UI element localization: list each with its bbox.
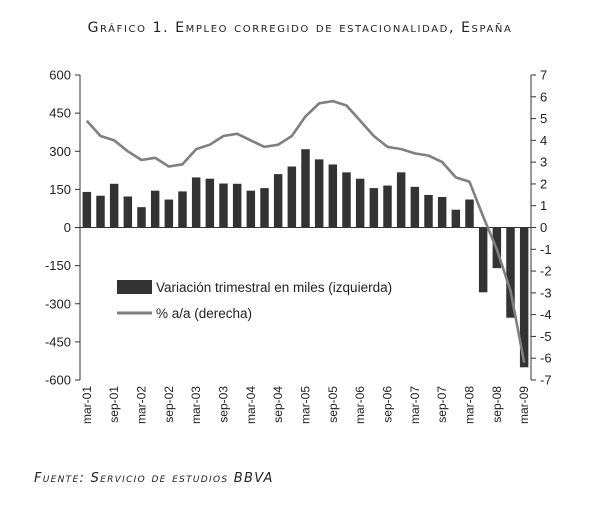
right-tick-label: 0 (540, 220, 547, 235)
line-path (85, 99, 526, 363)
x-tick-label: sep-01 (107, 386, 121, 423)
legend-line-label: % a/a (derecha) (156, 306, 252, 321)
bar (437, 197, 447, 228)
bar (383, 185, 392, 228)
x-tick-label: sep-05 (326, 386, 340, 423)
x-tick-label: sep-08 (490, 386, 504, 423)
x-tick-label: sep-06 (381, 386, 395, 423)
left-tick-label: 600 (49, 68, 71, 83)
bar (410, 186, 420, 228)
bar (301, 149, 310, 228)
right-tick-label: -6 (540, 351, 552, 366)
right-tick-label: -5 (540, 329, 552, 344)
bar (314, 159, 324, 228)
bar (369, 188, 379, 228)
bar (396, 172, 406, 228)
bar (82, 191, 92, 228)
left-tick-label: -300 (45, 296, 71, 311)
bar (178, 191, 187, 228)
bar (150, 190, 160, 228)
right-tick-label: -2 (540, 264, 552, 279)
right-tick-label: 4 (540, 133, 547, 148)
left-tick-label: -150 (45, 258, 71, 273)
bar (506, 227, 515, 318)
left-tick-label: 300 (49, 144, 71, 159)
legend: Variación trimestral en miles (izquierda… (117, 280, 392, 321)
bar (451, 209, 461, 228)
left-tick-label: -600 (45, 373, 71, 388)
x-tick-label: mar-07 (408, 386, 422, 424)
bar (424, 194, 433, 228)
x-tick-label: sep-07 (435, 386, 449, 423)
x-tick-label: sep-03 (217, 386, 231, 423)
bar (109, 183, 119, 228)
right-tick-label: -7 (540, 373, 552, 388)
left-axis: 600 450 300 150 0 -150 -300 -450 -600 (45, 68, 80, 388)
bar (205, 178, 215, 228)
right-tick-label: -4 (540, 307, 552, 322)
x-tick-label: mar-05 (299, 386, 313, 424)
x-tick-label: sep-04 (271, 386, 285, 423)
bar (219, 183, 228, 228)
bar (328, 164, 338, 228)
source-note: Fuente: Servicio de estudios BBVA (34, 471, 274, 486)
bar (96, 195, 105, 228)
right-tick-label: -3 (540, 285, 552, 300)
right-tick-label: 7 (540, 68, 547, 83)
x-tick-label: mar-09 (517, 386, 531, 424)
x-tick-label: mar-02 (135, 386, 149, 424)
right-tick-label: 5 (540, 111, 547, 126)
x-axis: mar-01 sep-01 mar-02 sep-02 mar-03 sep-03 mar-… (80, 386, 531, 424)
x-tick-label: mar-06 (353, 386, 367, 424)
right-tick-label: 1 (540, 198, 547, 213)
right-axis: 7 6 5 4 3 2 1 0 -1 -2 -3 -4 -5 -6 -7 (531, 68, 552, 388)
legend-bar-swatch (117, 280, 152, 294)
bar-series (82, 149, 529, 368)
x-tick-label: mar-08 (463, 386, 477, 424)
bar (137, 207, 146, 228)
bar (478, 227, 488, 293)
bar (164, 199, 174, 228)
x-tick-label: mar-01 (80, 386, 94, 424)
bar (273, 174, 283, 228)
chart-title: Gráfico 1. Empleo corregido de estaciona… (87, 20, 513, 36)
bar (246, 190, 256, 228)
bar (355, 178, 365, 228)
legend-bar-label: Variación trimestral en miles (izquierda… (156, 280, 392, 295)
right-tick-label: 3 (540, 155, 547, 170)
x-tick-label: mar-03 (189, 386, 203, 424)
bar (260, 188, 269, 228)
bar (342, 172, 351, 228)
left-tick-label: 450 (49, 106, 71, 121)
left-tick-label: 150 (49, 182, 71, 197)
x-tick-label: mar-04 (244, 386, 258, 424)
left-tick-label: 0 (64, 220, 71, 235)
line-series (85, 99, 526, 363)
x-tick-label: sep-02 (162, 386, 176, 423)
right-tick-label: -1 (540, 242, 552, 257)
left-tick-label: -450 (45, 334, 71, 349)
bar (519, 227, 529, 368)
bar (232, 183, 242, 228)
right-tick-label: 2 (540, 176, 547, 191)
bar (465, 199, 474, 228)
bar (287, 166, 297, 228)
bar (123, 196, 133, 228)
plot-axes (79, 75, 532, 380)
bar (191, 177, 201, 228)
right-tick-label: 6 (540, 89, 547, 104)
